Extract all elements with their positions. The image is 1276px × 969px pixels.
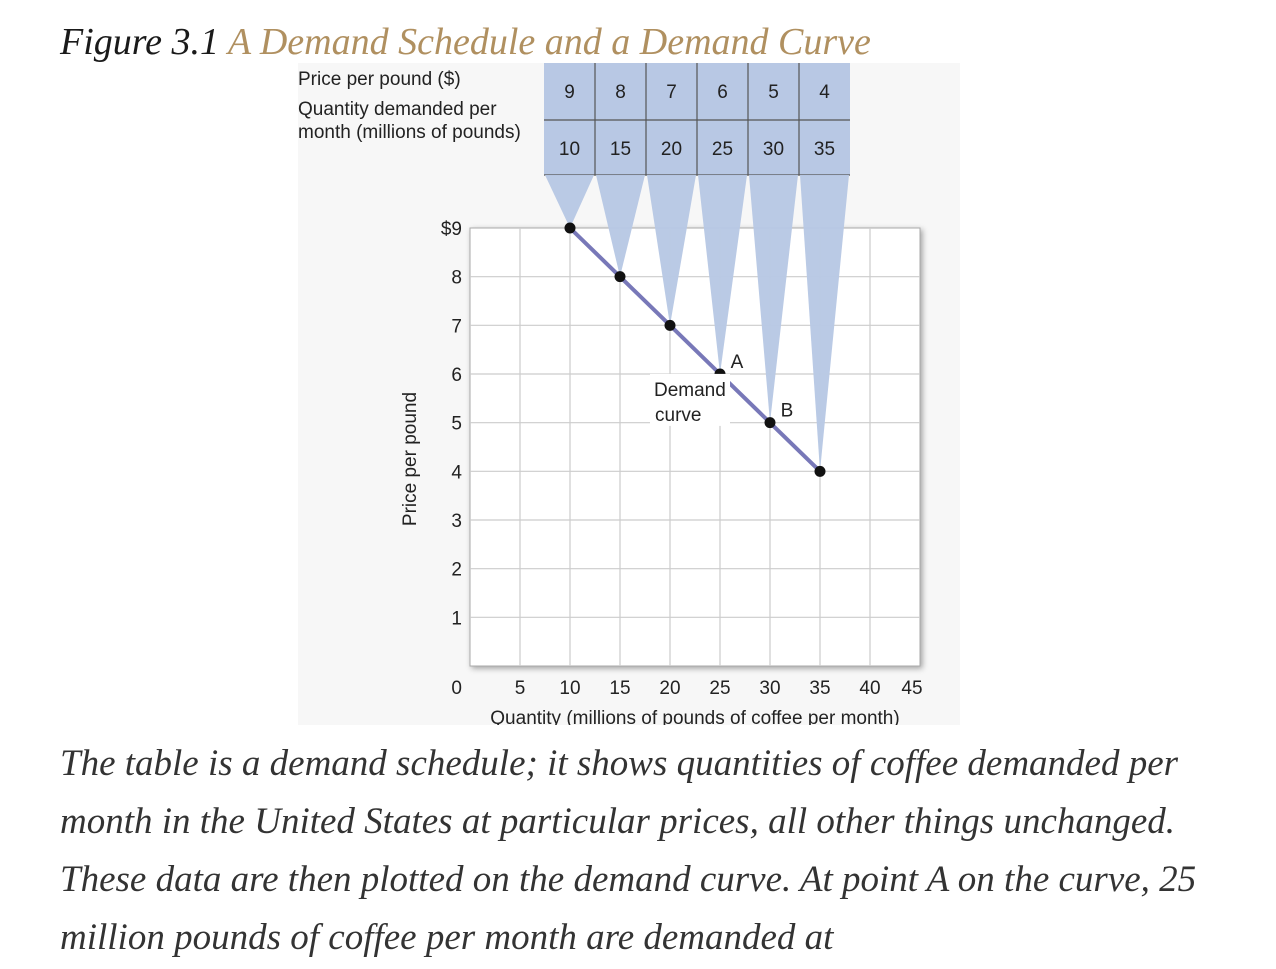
x-tick-label: 20 <box>659 678 680 699</box>
demand-curve-annotation: Demand <box>654 380 726 401</box>
y-tick-label: 7 <box>451 316 462 337</box>
x-tick-label: 35 <box>809 678 830 699</box>
table-cell-quantity: 10 <box>559 139 580 160</box>
table-row-label-quantity: month (millions of pounds) <box>298 122 521 143</box>
figure-number: Figure 3.1 <box>60 21 220 63</box>
y-tick-label: 1 <box>451 608 462 629</box>
table-cell-quantity: 35 <box>814 139 835 160</box>
schedule-funnel <box>800 175 849 472</box>
schedule-funnel <box>596 175 645 277</box>
table-cell-quantity: 30 <box>763 139 784 160</box>
figure-panel: 9 10 8 15 7 20 6 25 5 30 4 35 Price per pound ($) Qua… <box>298 63 960 725</box>
table-cell-price: 4 <box>819 82 830 103</box>
x-tick-label: 40 <box>859 678 880 699</box>
point-label-a: A <box>731 352 744 373</box>
table-cell-price: 8 <box>615 82 626 103</box>
figure-title: Figure 3.1 A Demand Schedule and a Deman… <box>60 18 871 66</box>
table-cell-quantity: 25 <box>712 139 733 160</box>
data-point <box>764 417 776 429</box>
table-row-label-quantity: Quantity demanded per <box>298 99 497 120</box>
x-tick-label: 45 <box>901 678 922 699</box>
y-tick-label: 8 <box>451 268 462 289</box>
y-tick-label: 4 <box>451 462 462 483</box>
figure-caption: The table is a demand schedule; it shows… <box>60 743 1197 958</box>
table-cell-price: 5 <box>768 82 779 103</box>
y-tick-label: 5 <box>451 414 462 435</box>
table-cell-quantity: 20 <box>661 139 682 160</box>
y-tick-label: 3 <box>451 511 462 532</box>
demand-curve-line <box>568 226 822 474</box>
data-point <box>564 222 576 234</box>
schedule-funnel <box>545 175 594 228</box>
x-tick-label: 25 <box>709 678 730 699</box>
y-axis-title: Price per pound <box>400 392 421 526</box>
y-tick-label: 6 <box>451 365 462 386</box>
x-tick-label: 5 <box>515 678 526 699</box>
schedule-funnel <box>647 175 696 326</box>
y-tick-label-zero: 0 <box>451 678 462 699</box>
data-point <box>814 465 826 477</box>
annotation-background <box>650 373 730 426</box>
x-axis-title: Quantity (millions of pounds of coffee p… <box>490 708 899 725</box>
x-tick-label: 30 <box>759 678 780 699</box>
x-tick-label: 15 <box>609 678 630 699</box>
table-cell-quantity: 15 <box>610 139 631 160</box>
table-cell-price: 7 <box>666 82 677 103</box>
plot-area <box>469 227 921 667</box>
table-cell-price: 9 <box>564 82 575 103</box>
data-point <box>614 271 626 283</box>
table-cell-price: 6 <box>717 82 728 103</box>
y-tick-label: 2 <box>451 560 462 581</box>
point-label-b: B <box>781 401 794 422</box>
demand-curve-annotation: curve <box>655 405 701 426</box>
y-tick-label: $9 <box>441 219 462 240</box>
x-tick-label: 10 <box>559 678 580 699</box>
schedule-funnel <box>749 175 798 423</box>
schedule-funnel <box>698 175 747 374</box>
table-row-label-price: Price per pound ($) <box>298 69 461 90</box>
figure-name: A Demand Schedule and a Demand Curve <box>227 21 871 63</box>
data-point <box>664 319 676 331</box>
